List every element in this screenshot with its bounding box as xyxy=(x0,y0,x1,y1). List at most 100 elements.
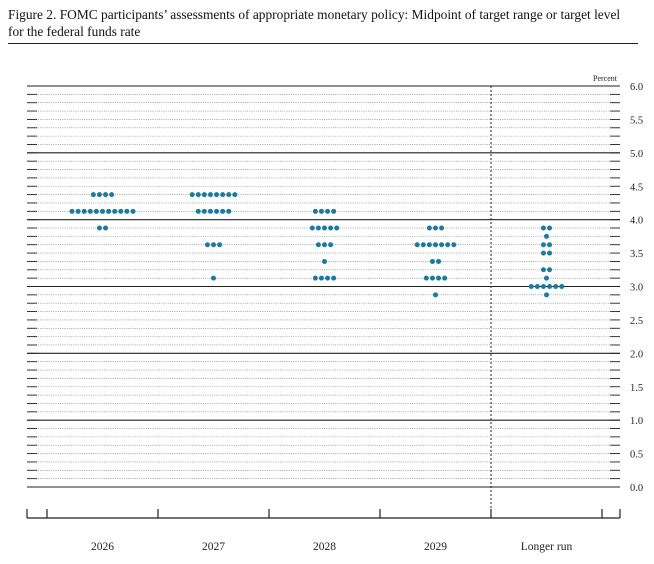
participant-dot xyxy=(423,275,429,281)
participant-dot xyxy=(103,192,109,198)
y-tick-label: 0.0 xyxy=(630,483,643,494)
participant-dot xyxy=(220,192,226,198)
participant-dot xyxy=(87,208,93,214)
participant-dot xyxy=(309,225,315,231)
participant-dot xyxy=(201,208,207,214)
participant-dot xyxy=(325,208,331,214)
participant-dot xyxy=(534,284,540,289)
y-tick-label: 3.0 xyxy=(630,283,643,294)
y-tick-label: 4.0 xyxy=(630,216,643,227)
y-tick-label: 2.5 xyxy=(630,316,643,327)
participant-dot xyxy=(429,258,435,264)
participant-dot xyxy=(312,208,318,214)
participant-dot xyxy=(439,242,445,248)
participant-dot xyxy=(322,242,327,248)
participant-dot xyxy=(106,208,112,214)
participant-dot xyxy=(81,208,87,214)
y-tick-label: 5.5 xyxy=(630,115,643,126)
y-tick-label: 6.0 xyxy=(630,82,643,93)
participant-dot xyxy=(226,208,232,214)
participant-dot xyxy=(334,225,340,231)
participant-dot xyxy=(414,242,420,248)
y-tick-labels: 0.0 0.5 1.0 1.5 2.0 2.5 3.0 3.5 4.0 4.5 5.0 5.5 6.0 xyxy=(630,82,643,494)
participant-dot xyxy=(559,284,565,289)
participant-dot xyxy=(96,192,102,198)
participant-dot xyxy=(217,242,223,248)
participant-dot xyxy=(553,284,559,289)
participant-dot xyxy=(124,208,130,214)
participant-dot xyxy=(195,192,201,198)
x-category-label: 2029 xyxy=(424,541,447,553)
participant-dot xyxy=(75,208,81,214)
participant-dot xyxy=(100,208,105,214)
participant-dot xyxy=(426,242,432,248)
participant-dot xyxy=(331,275,337,281)
title-rule xyxy=(8,43,638,44)
participant-dot xyxy=(540,242,546,248)
gridlines xyxy=(27,85,620,488)
participant-dot xyxy=(544,292,549,298)
participant-dot xyxy=(90,192,96,198)
participant-dot xyxy=(540,267,546,273)
participant-dot xyxy=(429,275,435,281)
participant-dot xyxy=(318,208,324,214)
participant-dot xyxy=(322,225,327,231)
x-category-label: 2026 xyxy=(91,541,114,553)
participant-dot xyxy=(207,192,213,198)
participant-dot xyxy=(318,275,324,281)
participant-dot xyxy=(331,208,337,214)
participant-dot xyxy=(547,267,553,273)
participant-dot xyxy=(195,208,201,214)
y-tick-label: 3.5 xyxy=(630,249,643,260)
participant-dot xyxy=(204,242,210,248)
participant-dot xyxy=(547,250,553,256)
participant-dot xyxy=(328,242,334,248)
participant-dots xyxy=(69,192,565,298)
participant-dot xyxy=(69,208,75,214)
participant-dot xyxy=(420,242,426,248)
participant-dot xyxy=(211,275,216,281)
participant-dot xyxy=(232,192,238,198)
participant-dot xyxy=(103,225,109,231)
participant-dot xyxy=(226,192,232,198)
participant-dot xyxy=(211,242,216,248)
participant-dot xyxy=(544,233,549,239)
participant-dot xyxy=(547,284,553,289)
y-tick-label: 5.0 xyxy=(630,149,643,160)
y-tick-label: 1.5 xyxy=(630,383,643,394)
participant-dot xyxy=(436,258,442,264)
participant-dot xyxy=(433,242,438,248)
y-tick-label: 0.5 xyxy=(630,450,643,461)
participant-dot xyxy=(540,225,546,231)
x-axis xyxy=(26,509,621,519)
participant-dot xyxy=(442,275,448,281)
participant-dot xyxy=(451,242,457,248)
participant-dot xyxy=(547,242,553,248)
participant-dot xyxy=(214,208,220,214)
participant-dot xyxy=(214,192,220,198)
participant-dot xyxy=(93,208,99,214)
y-tick-label: 4.5 xyxy=(630,182,643,193)
participant-dot xyxy=(109,192,115,198)
participant-dot xyxy=(528,284,534,289)
participant-dot xyxy=(130,208,136,214)
participant-dot xyxy=(189,192,195,198)
participant-dot xyxy=(322,258,327,264)
participant-dot xyxy=(439,225,445,231)
x-category-labels: 2026 2027 2028 2029 Longer run xyxy=(91,541,572,553)
unit-label: Percent xyxy=(593,74,618,83)
participant-dot xyxy=(540,250,546,256)
participant-dot xyxy=(207,208,213,214)
participant-dot xyxy=(315,242,321,248)
participant-dot xyxy=(328,225,334,231)
participant-dot xyxy=(118,208,124,214)
x-category-label: 2028 xyxy=(313,541,336,553)
participant-dot xyxy=(436,275,442,281)
participant-dot xyxy=(325,275,331,281)
participant-dot xyxy=(445,242,451,248)
participant-dot xyxy=(112,208,118,214)
y-ticks xyxy=(27,85,620,488)
x-category-label: 2027 xyxy=(202,541,225,553)
